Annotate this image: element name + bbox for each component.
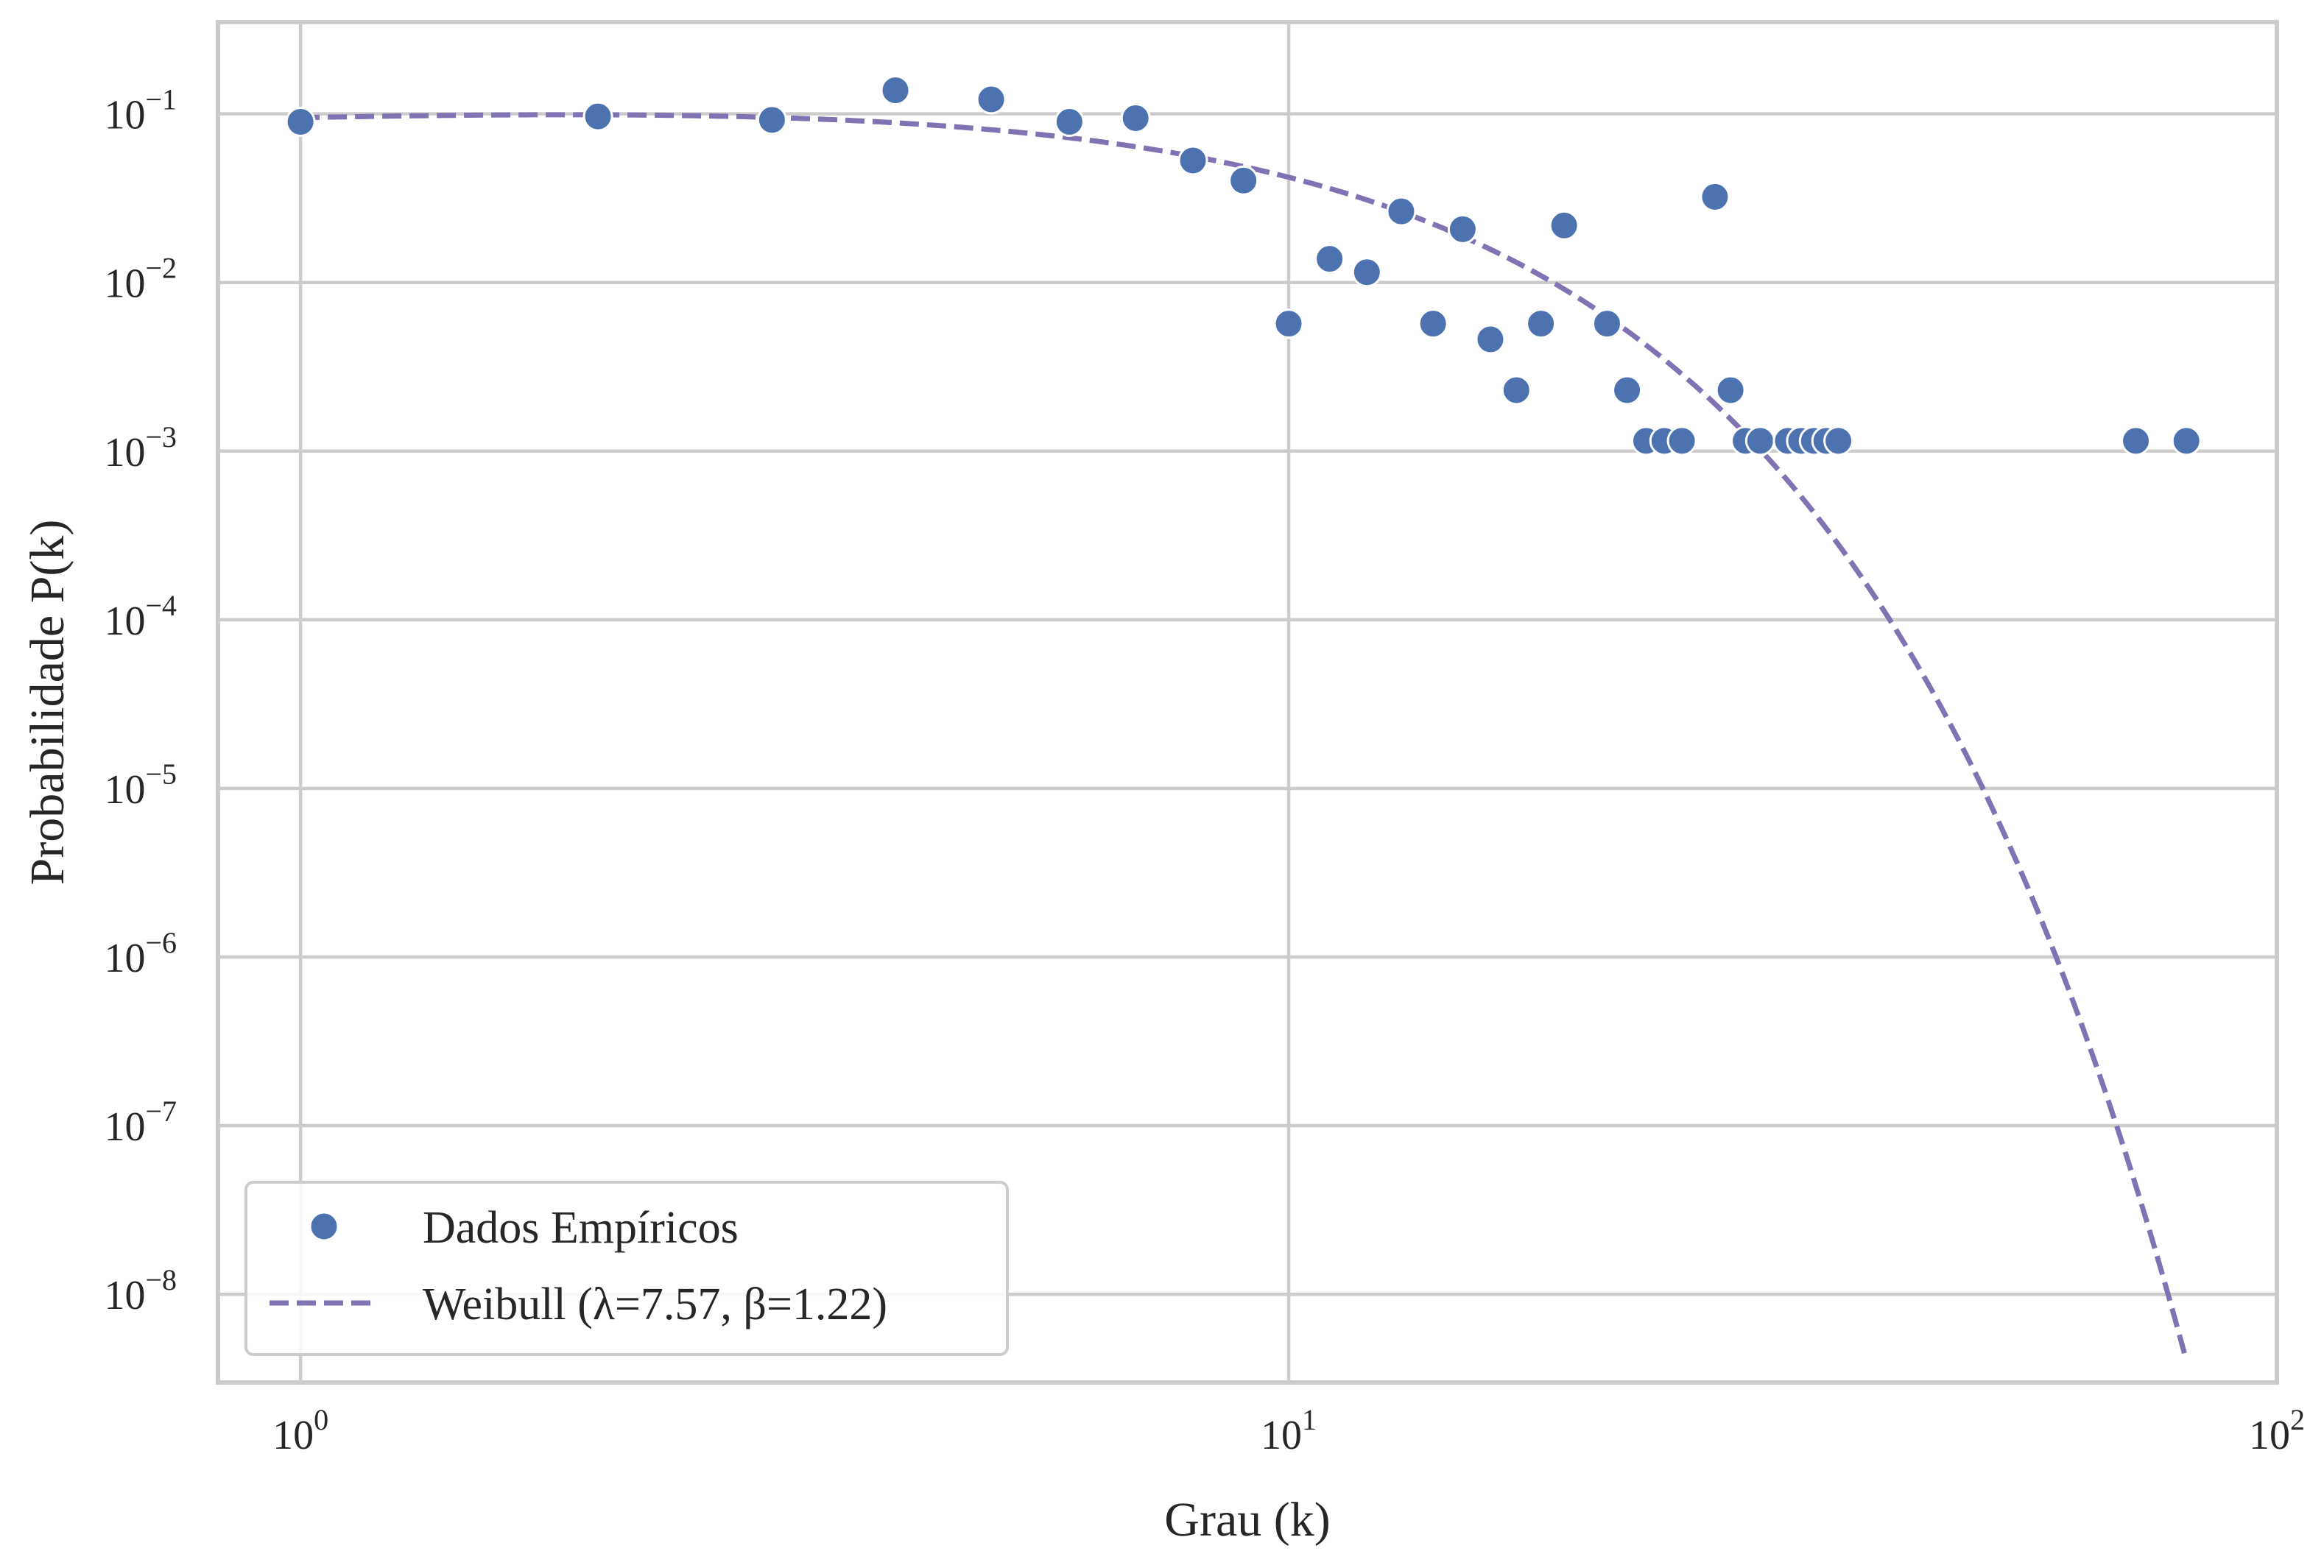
data-point (582, 101, 613, 132)
y-tick-exponent: −6 (145, 926, 177, 959)
x-tick-labels: 100 101 102 (272, 1403, 2305, 1458)
y-tick-base: 10 (104, 1104, 145, 1150)
y-tick-label: 10−5 (104, 757, 177, 813)
y-tick-base: 10 (104, 430, 145, 476)
y-tick-base: 10 (104, 767, 145, 813)
y-tick-exponent: −2 (145, 252, 177, 285)
data-point (1501, 375, 1532, 406)
x-axis-title: Grau (k) (1164, 1493, 1330, 1547)
y-tick-exponent: −1 (145, 83, 177, 116)
x-tick-label: 100 (272, 1403, 328, 1458)
x-tick-exponent: 1 (1302, 1403, 1317, 1436)
y-tick-label: 10−3 (104, 420, 177, 476)
data-point (1228, 165, 1259, 196)
data-point (880, 75, 911, 106)
data-point (1386, 196, 1417, 227)
scatter-points-layer (285, 75, 2202, 456)
y-tick-base: 10 (104, 936, 145, 981)
data-point (976, 84, 1007, 115)
data-point (1591, 308, 1622, 339)
data-point (1715, 375, 1746, 406)
data-point (2121, 425, 2152, 456)
data-point (2171, 425, 2202, 456)
data-point (756, 105, 787, 135)
data-point (1612, 375, 1643, 406)
y-axis-title: Probabilidade P(k) (21, 520, 74, 886)
y-tick-exponent: −8 (145, 1263, 177, 1296)
y-tick-exponent: −4 (145, 589, 177, 622)
data-point (285, 106, 316, 137)
y-tick-exponent: −3 (145, 420, 177, 453)
data-point (1744, 425, 1775, 456)
legend-marker-scatter (309, 1211, 339, 1242)
x-tick-base: 10 (272, 1413, 314, 1458)
y-tick-label: 10−4 (104, 589, 177, 644)
data-point (1526, 308, 1557, 339)
data-point (1054, 106, 1085, 137)
y-tick-label: 10−6 (104, 926, 177, 981)
y-tick-label: 10−8 (104, 1263, 177, 1318)
data-point (1273, 308, 1304, 339)
y-tick-base: 10 (104, 93, 145, 138)
weibull-curve-layer (300, 112, 2189, 1362)
y-tick-label: 10−1 (104, 83, 177, 138)
data-point (1418, 308, 1448, 339)
x-tick-exponent: 2 (2290, 1403, 2305, 1436)
plot-frame (216, 20, 2279, 1385)
legend-label-scatter: Dados Empíricos (423, 1203, 739, 1253)
data-point (1475, 324, 1506, 355)
legend-box (244, 1181, 1009, 1356)
weibull-curve (300, 112, 2189, 1362)
y-tick-labels: 10−110−210−310−410−510−610−710−8 (104, 83, 177, 1319)
y-tick-exponent: −7 (145, 1095, 177, 1128)
legend-label-line: Weibull (λ=7.57, β=1.22) (423, 1279, 887, 1329)
y-tick-exponent: −5 (145, 757, 177, 791)
legend: Dados Empíricos Weibull (λ=7.57, β=1.22) (244, 1181, 1009, 1356)
data-point (1666, 425, 1697, 456)
data-point (1823, 425, 1854, 456)
x-tick-base: 10 (2249, 1413, 2290, 1458)
data-point (1120, 102, 1151, 133)
x-tick-label: 101 (1261, 1403, 1317, 1458)
x-tick-label: 102 (2249, 1403, 2305, 1458)
data-point (1447, 213, 1478, 244)
y-tick-label: 10−7 (104, 1095, 177, 1150)
x-tick-base: 10 (1261, 1413, 1302, 1458)
x-tick-exponent: 0 (314, 1403, 328, 1436)
y-tick-base: 10 (104, 1273, 145, 1318)
y-tick-base: 10 (104, 598, 145, 644)
data-point (1700, 181, 1730, 212)
y-tick-label: 10−2 (104, 252, 177, 307)
data-point (1177, 145, 1208, 176)
y-tick-base: 10 (104, 261, 145, 307)
data-point (1351, 257, 1382, 288)
data-point (1549, 210, 1580, 241)
data-point (1314, 244, 1345, 275)
